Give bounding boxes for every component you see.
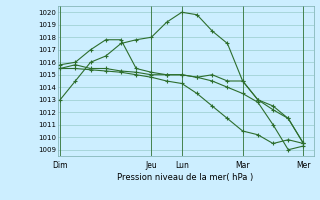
X-axis label: Pression niveau de la mer( hPa ): Pression niveau de la mer( hPa ) xyxy=(117,173,254,182)
